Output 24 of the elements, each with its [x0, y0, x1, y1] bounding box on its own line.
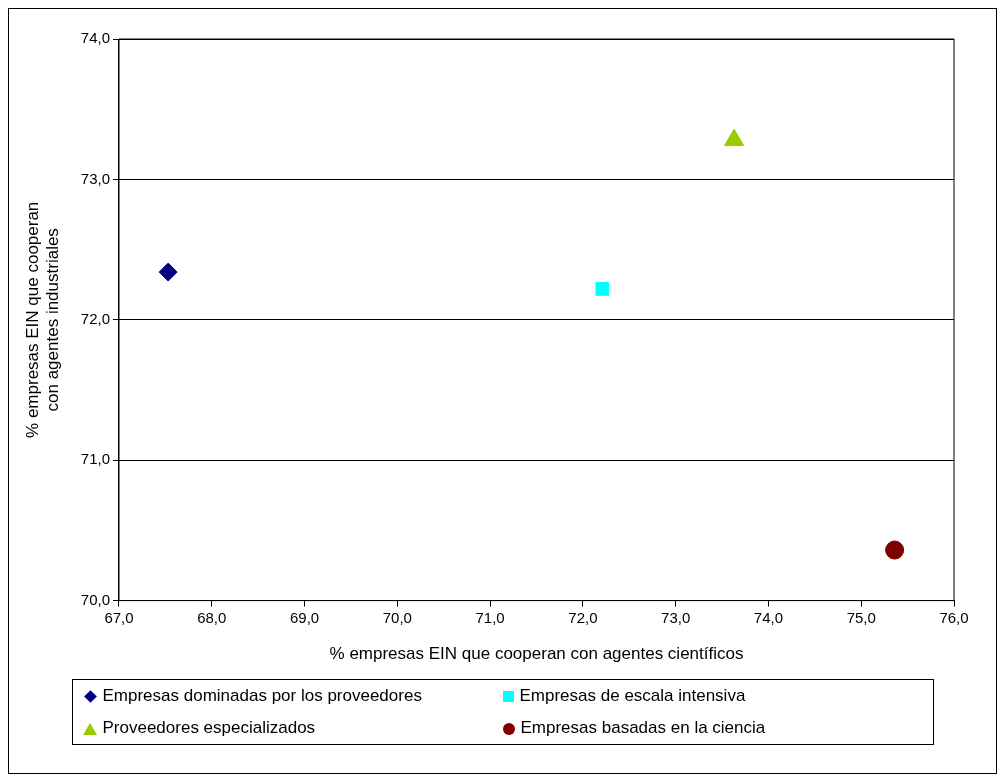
y-tick-label: 71,0: [80, 450, 110, 468]
point: [595, 282, 610, 296]
x-tick-label: 69,0: [289, 608, 320, 626]
x-tick-label: 73,0: [661, 608, 691, 626]
legend-label: Proveedores especializados: [102, 718, 316, 737]
x-tick-label: 74,0: [753, 608, 784, 626]
y-tick-label: 70,0: [80, 590, 110, 608]
x-tick-label: 68,0: [197, 608, 227, 626]
point: [885, 540, 905, 560]
y-tick-label: 73,0: [80, 169, 110, 187]
y-tick-label: 74,0: [80, 29, 110, 47]
x-tick-label: 71,0: [475, 608, 505, 626]
legend-label: Empresas basadas en la ciencia: [520, 718, 766, 737]
legend-label: Empresas dominadas por los proveedores: [102, 686, 422, 705]
legend-label: Empresas de escala intensiva: [519, 686, 746, 705]
point: [158, 262, 178, 282]
x-axis-title: % empresas EIN que cooperan con agentes científicos: [329, 644, 744, 664]
y-axis-title: % empresas EIN que cooperan con agentes industriales: [22, 201, 63, 438]
x-tick-label: 70,0: [382, 608, 412, 626]
x-tick-label: 67,0: [104, 608, 134, 626]
x-tick-label: 75,0: [846, 608, 876, 626]
x-tick-label: 72,0: [568, 608, 598, 626]
y-tick-label: 72,0: [80, 309, 110, 327]
x-tick-label: 76,0: [939, 608, 969, 626]
